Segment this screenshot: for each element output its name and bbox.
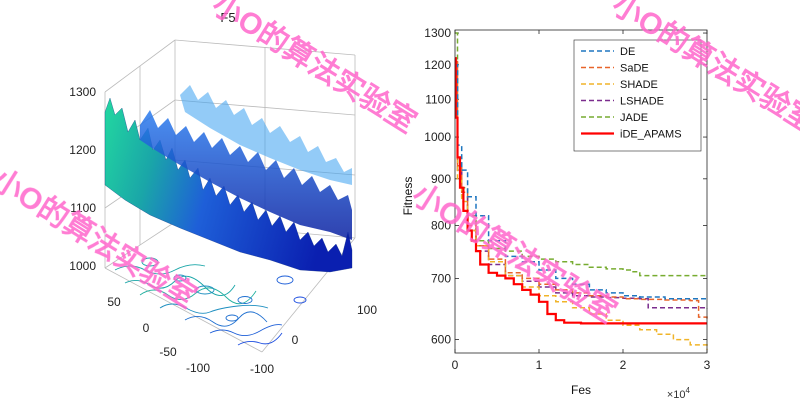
- y-tick-label: 700: [431, 271, 451, 285]
- y-tick-label: 50: [107, 295, 121, 309]
- y-tick-label: -50: [159, 345, 177, 359]
- x-tick-label: -100: [250, 362, 274, 376]
- y-tick-label: 1200: [424, 58, 451, 72]
- y-tick-label: 1300: [424, 26, 451, 40]
- z-tick-label: 1200: [69, 143, 96, 157]
- x-tick-label: 3: [704, 358, 711, 372]
- x-exponent-power: 4: [686, 386, 691, 395]
- convergence-chart: 600 700 800 900 1000 1100 1200 1300 0 1 2 3 Fitness…: [401, 26, 711, 400]
- z-tick-label: 1100: [70, 201, 96, 215]
- z-tick-label: 1000: [69, 259, 96, 273]
- x-tick-label: 1: [536, 358, 543, 372]
- contour-line: [209, 324, 283, 336]
- contour-loop: [225, 314, 239, 322]
- legend-label: DE: [620, 46, 635, 58]
- x-tick-label: 0: [292, 333, 299, 347]
- contour-line: [159, 303, 269, 314]
- contour-line: [114, 264, 206, 275]
- x-tick-label: 100: [357, 303, 377, 317]
- contour-loop: [141, 257, 159, 267]
- y-tick-label: 800: [431, 219, 451, 233]
- contour-line: [139, 287, 257, 305]
- z-tick-label: 1300: [69, 85, 96, 99]
- y-axis-label: Fitness: [401, 177, 415, 216]
- contour-line: [237, 332, 283, 346]
- y-tick-label: 900: [431, 172, 451, 186]
- contour-loop: [276, 275, 294, 285]
- contour-loop: [293, 296, 307, 304]
- surface: [104, 85, 353, 273]
- legend-label: JADE: [620, 112, 648, 124]
- contour-loop: [173, 274, 187, 282]
- y-tick-label: -100: [186, 361, 210, 375]
- series-lines: [454, 32, 708, 350]
- legend-label: SHADE: [620, 79, 658, 91]
- contour-loop: [195, 285, 215, 295]
- y-tick-label: 0: [143, 321, 150, 335]
- contour-line: [184, 311, 268, 327]
- series-line-de: [455, 64, 707, 300]
- x-tick-label: 2: [620, 358, 627, 372]
- legend: DE SaDE SHADE LSHADE JADE iDE_APAMS: [573, 39, 702, 152]
- y-tick-label: 1000: [424, 130, 451, 144]
- box-edge-floor-front: [104, 267, 263, 353]
- surface-ridge-highlight: [180, 85, 352, 185]
- legend-entries: DE SaDE SHADE LSHADE JADE iDE_APAMS: [581, 46, 682, 141]
- x-tick-label: 0: [452, 358, 459, 372]
- x-exponent-base: ×10: [667, 389, 686, 400]
- left-plot-title: F5: [220, 10, 235, 25]
- legend-label: LSHADE: [620, 96, 664, 108]
- series-line-ide-apams: [454, 57, 707, 325]
- y-tick-label: 600: [431, 333, 451, 347]
- legend-label: iDE_APAMS: [620, 129, 682, 141]
- plot-frame: [454, 29, 708, 354]
- x-axis-label: Fes: [571, 383, 591, 397]
- left-3d-plot: F5: [69, 10, 377, 376]
- x-exponent-label: ×104: [667, 386, 691, 400]
- axis-ticks: 600 700 800 900 1000 1100 1200 1300 0 1 2 3: [424, 26, 710, 372]
- y-tick-label: 1100: [425, 92, 451, 106]
- contour-loop: [237, 296, 253, 304]
- legend-label: SaDE: [620, 63, 649, 75]
- contour-line: [124, 275, 236, 296]
- surface-ridge: [140, 110, 352, 240]
